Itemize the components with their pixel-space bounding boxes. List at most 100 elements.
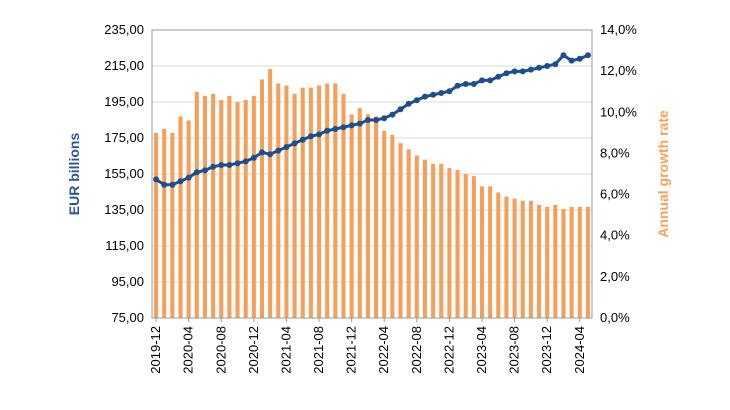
x-tick-label: 2023-08 (507, 326, 522, 374)
right-tick-label: 12,0% (600, 63, 637, 78)
right-tick-label: 6,0% (600, 187, 630, 202)
eur-point (568, 57, 575, 64)
x-tick-label: 2022-08 (409, 326, 424, 374)
growth-bar (325, 83, 330, 318)
growth-bar (178, 116, 183, 319)
eur-point (291, 140, 298, 147)
eur-point (201, 167, 208, 174)
growth-bar (463, 174, 468, 318)
eur-point (299, 136, 306, 143)
eur-point (185, 174, 192, 181)
x-axis-ticks: 2019-12 2020-04 2020-08 2020-12 2021-04 2021-… (148, 318, 587, 374)
eur-point (503, 70, 510, 77)
growth-rate-bars (154, 69, 590, 319)
growth-bar (545, 206, 550, 318)
eur-point (283, 144, 290, 150)
left-tick-label: 95,00 (111, 274, 144, 289)
eur-point (470, 81, 477, 87)
growth-bar (455, 169, 460, 318)
x-tick-label: 2021-12 (344, 326, 359, 374)
eur-point (234, 160, 241, 167)
growth-bar (365, 114, 370, 318)
eur-point (479, 77, 485, 84)
growth-bar (577, 206, 582, 318)
left-axis-ticks: 75,00 95,00 115,00 135,00 155,00 175,00 195,00… (104, 22, 144, 325)
eur-point (275, 147, 282, 154)
eur-point (397, 106, 404, 113)
eur-point (193, 169, 200, 176)
growth-bar (414, 155, 419, 318)
eur-point (307, 133, 314, 140)
growth-bar (374, 116, 379, 319)
growth-bar (219, 99, 224, 318)
left-tick-label: 235,00 (104, 22, 144, 37)
growth-bar (561, 208, 566, 318)
growth-bar (439, 163, 444, 318)
eur-point (153, 176, 160, 183)
growth-bar (585, 206, 590, 318)
right-tick-label: 0,0% (600, 310, 630, 325)
x-tick-label: 2020-12 (246, 326, 261, 374)
eur-point (242, 158, 249, 165)
x-tick-label: 2019-12 (148, 326, 163, 374)
eur-point (226, 162, 233, 168)
eur-point (169, 181, 176, 188)
right-tick-label: 14,0% (600, 22, 637, 37)
growth-bar (537, 204, 542, 318)
eur-point (446, 88, 453, 95)
growth-bar (211, 93, 216, 319)
growth-bar (471, 176, 476, 318)
eur-point (576, 55, 583, 62)
growth-bar (276, 83, 281, 318)
growth-bar (227, 95, 232, 318)
eur-point (324, 127, 331, 134)
growth-bar (308, 87, 313, 318)
right-axis-title: Annual growth rate (655, 110, 671, 238)
left-tick-label: 75,00 (111, 310, 144, 325)
eur-point (316, 131, 323, 138)
growth-bar (284, 85, 289, 319)
growth-bar (390, 134, 395, 318)
left-axis-title: EUR billions (66, 133, 82, 216)
eur-point (584, 52, 591, 59)
growth-bar (251, 95, 256, 318)
eur-point (405, 100, 412, 107)
eur-point (511, 68, 518, 75)
growth-bar (447, 167, 452, 318)
growth-bar (170, 132, 175, 318)
growth-bar (341, 93, 346, 319)
eur-point (413, 97, 420, 104)
growth-bar (357, 108, 362, 319)
x-tick-label: 2022-12 (441, 326, 456, 374)
growth-bar (382, 130, 387, 318)
growth-bar (528, 200, 533, 318)
growth-bar (422, 159, 427, 318)
left-tick-label: 175,00 (104, 130, 144, 145)
eur-point (332, 126, 339, 132)
eur-point (544, 63, 551, 69)
left-tick-label: 155,00 (104, 166, 144, 181)
eur-point (364, 117, 371, 123)
eur-point (560, 52, 567, 59)
growth-bar (333, 83, 338, 318)
left-tick-label: 215,00 (104, 58, 144, 73)
growth-bar (520, 200, 525, 318)
growth-bar (398, 143, 403, 318)
right-tick-label: 8,0% (600, 145, 630, 160)
growth-bar (479, 186, 485, 318)
x-tick-label: 2023-04 (474, 326, 489, 374)
growth-bar (154, 132, 159, 318)
growth-bar (553, 204, 558, 318)
eur-point (536, 64, 543, 71)
eur-point (495, 73, 502, 80)
x-tick-label: 2020-08 (213, 326, 228, 374)
growth-bar (504, 196, 509, 318)
right-tick-label: 10,0% (600, 104, 637, 119)
eur-point (430, 91, 437, 98)
growth-bar (512, 198, 517, 318)
eur-point (348, 122, 355, 129)
growth-bar (496, 192, 501, 318)
eur-point (519, 68, 526, 75)
eur-point (527, 66, 534, 73)
